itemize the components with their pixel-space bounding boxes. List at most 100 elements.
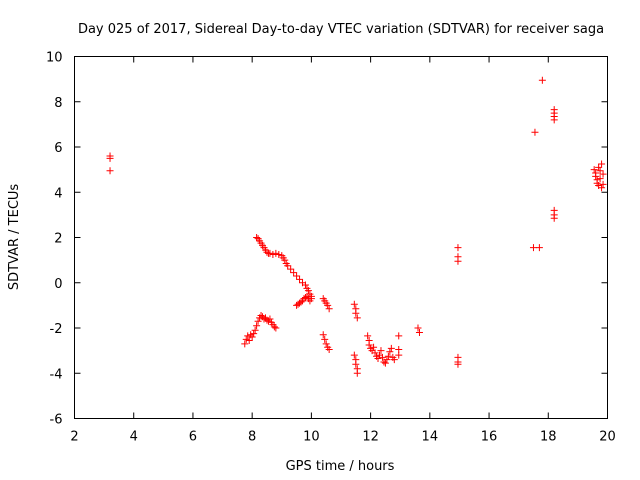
- data-point: [321, 335, 329, 343]
- data-point: [386, 348, 394, 356]
- data-point: [381, 359, 389, 367]
- data-point: [248, 333, 256, 341]
- data-point: [454, 257, 462, 265]
- data-point: [365, 341, 373, 349]
- data-point: [272, 249, 280, 257]
- x-tick-label: 14: [422, 430, 439, 445]
- y-tick-label: 10: [46, 51, 63, 66]
- data-point: [352, 360, 360, 368]
- data-point: [253, 234, 261, 241]
- data-point: [390, 356, 398, 364]
- data-point: [325, 345, 333, 353]
- data-point: [538, 76, 546, 84]
- x-axis-label: GPS time / hours: [286, 459, 395, 474]
- data-point: [590, 166, 598, 174]
- plot-frame: [74, 56, 608, 419]
- y-tick-label: 0: [54, 277, 62, 292]
- x-tick-label: 20: [599, 430, 616, 445]
- y-tick-label: 8: [54, 96, 62, 111]
- data-point: [599, 180, 607, 188]
- data-point: [387, 344, 395, 352]
- x-tick-label: 4: [130, 430, 138, 445]
- data-point: [598, 160, 606, 168]
- data-point: [266, 249, 274, 257]
- data-point: [296, 275, 304, 283]
- data-point: [322, 340, 330, 348]
- y-tick-label: 6: [54, 141, 62, 156]
- x-tick-label: 18: [540, 430, 557, 445]
- data-point: [371, 349, 379, 357]
- y-tick-label: -4: [50, 367, 63, 382]
- data-point: [284, 262, 292, 270]
- data-point: [531, 128, 539, 136]
- data-point: [596, 167, 604, 175]
- data-point: [106, 154, 114, 162]
- data-point: [269, 250, 277, 258]
- data-point: [378, 353, 386, 361]
- data-point: [324, 301, 332, 309]
- data-point: [454, 360, 462, 368]
- data-point: [353, 369, 361, 377]
- x-tick-label: 2: [70, 430, 78, 445]
- x-tick-label: 6: [189, 430, 197, 445]
- data-point: [377, 347, 385, 355]
- data-point: [241, 340, 249, 348]
- data-point: [414, 324, 422, 332]
- y-axis-label: SDTVAR / TECUs: [7, 184, 22, 291]
- data-point: [353, 314, 361, 322]
- data-point: [415, 329, 423, 337]
- data-point: [598, 184, 606, 192]
- x-tick-label: 8: [248, 430, 256, 445]
- axis-ticks: 2 4 6 8 10 12 14 16 18 20 -6 -4 -2 0 2 4 6 8 10: [46, 51, 616, 445]
- data-point: [304, 287, 312, 295]
- data-point: [254, 317, 262, 325]
- data-point: [263, 316, 271, 324]
- data-point: [290, 269, 298, 277]
- data-point: [454, 244, 462, 252]
- data-point: [244, 332, 252, 340]
- data-point: [395, 332, 403, 340]
- x-tick-label: 10: [303, 430, 320, 445]
- data-point: [287, 265, 295, 273]
- data-point: [257, 312, 265, 320]
- data-point: [281, 256, 289, 264]
- data-point: [592, 172, 600, 180]
- data-point: [550, 116, 558, 124]
- data-point: [272, 324, 280, 332]
- data-point: [364, 332, 372, 340]
- data-point: [250, 330, 258, 338]
- data-point: [529, 244, 537, 252]
- data-point: [301, 293, 309, 301]
- data-point: [275, 250, 283, 258]
- y-tick-label: 4: [54, 186, 62, 201]
- data-point: [242, 335, 250, 343]
- data-point: [266, 315, 274, 323]
- data-point: [374, 355, 382, 363]
- data-point: [293, 272, 301, 280]
- data-point: [599, 170, 607, 178]
- y-tick-label: 2: [54, 232, 62, 247]
- chart-title: Day 025 of 2017, Sidereal Day-to-day VTE…: [78, 22, 604, 37]
- data-point: [106, 167, 114, 175]
- data-point: [325, 305, 333, 313]
- data-points: [106, 76, 607, 377]
- data-point: [596, 175, 604, 183]
- data-point: [319, 331, 327, 339]
- x-tick-label: 16: [481, 430, 498, 445]
- data-point: [352, 309, 360, 317]
- data-point: [306, 297, 314, 305]
- data-point: [245, 336, 253, 344]
- data-point: [384, 352, 392, 360]
- data-point: [395, 351, 403, 359]
- data-point: [383, 356, 391, 364]
- y-tick-label: -6: [50, 413, 63, 428]
- data-point: [350, 300, 358, 308]
- data-point: [251, 326, 259, 334]
- data-point: [263, 248, 271, 256]
- data-point: [270, 323, 278, 331]
- data-point: [535, 244, 543, 252]
- data-point: [253, 322, 261, 330]
- data-point: [595, 163, 603, 171]
- data-point: [550, 214, 558, 222]
